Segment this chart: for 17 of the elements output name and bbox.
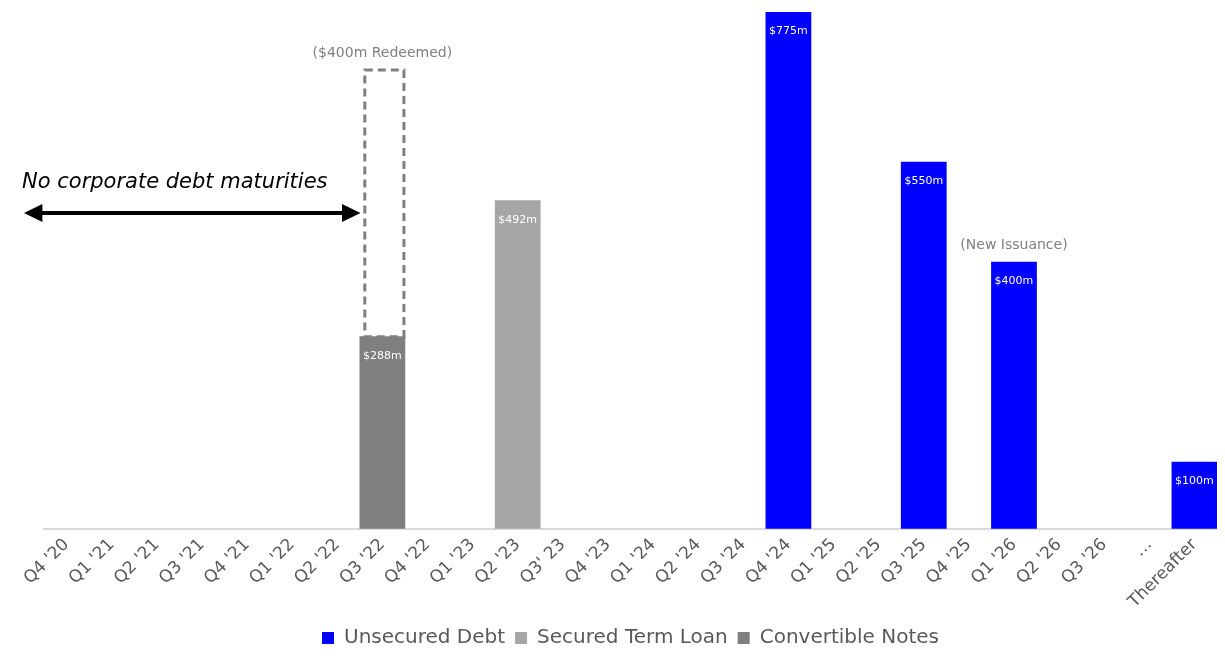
data-label: $100m: [1175, 474, 1214, 488]
data-label: $288m: [363, 349, 402, 363]
annotation: No corporate debt maturities: [22, 169, 328, 193]
bar: [900, 161, 947, 529]
data-label: $400m: [994, 274, 1034, 288]
data-label: $550m: [904, 174, 944, 188]
data-label: $775m: [769, 24, 808, 38]
legend-label: Convertible Notes: [759, 624, 940, 649]
bar: [1171, 461, 1217, 529]
legend-label: Secured Term Loan: [537, 624, 728, 649]
bar: [494, 200, 541, 529]
data-label: $492m: [498, 213, 538, 227]
legend-label: Unsecured Debt: [343, 624, 506, 649]
bar: [991, 261, 1037, 529]
annotation: ($400m Redeemed): [312, 43, 453, 60]
annotation: (New Issuance): [960, 235, 1068, 252]
bar: [765, 12, 812, 529]
